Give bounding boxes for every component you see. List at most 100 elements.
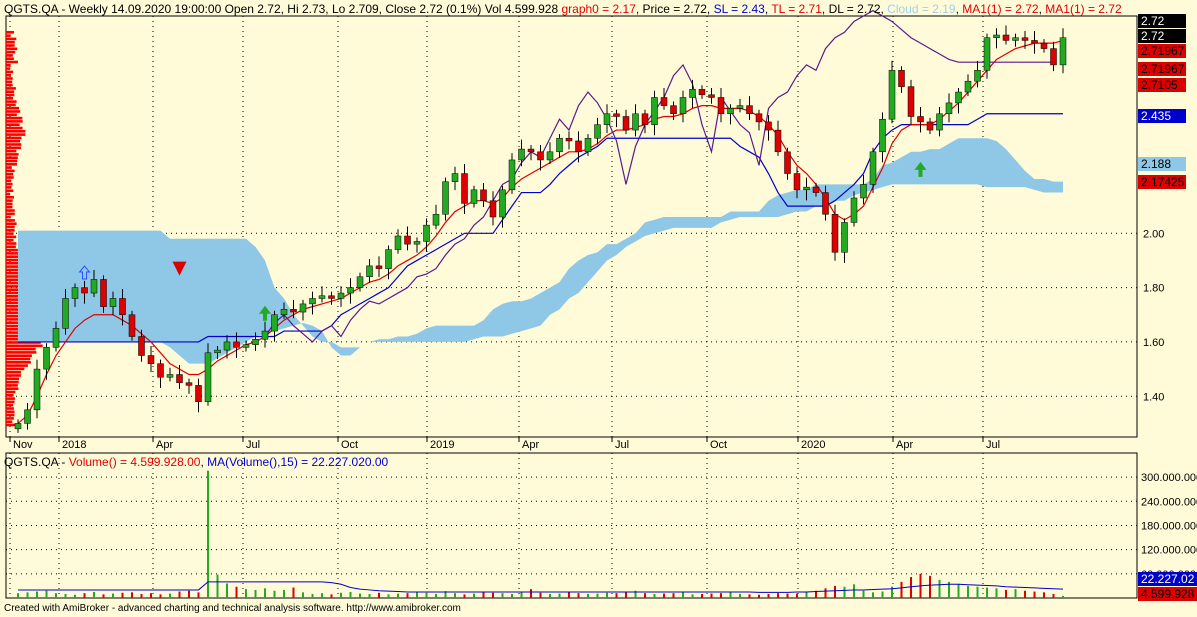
volume-ma-line — [18, 582, 1063, 592]
candle-body — [652, 97, 658, 124]
candle-body — [405, 236, 411, 244]
volume-profile-bar — [6, 140, 20, 143]
candle-body — [63, 298, 69, 328]
volume-profile-bar — [6, 394, 14, 397]
price-label: 2.72 — [1141, 29, 1165, 43]
volume-profile-bar — [6, 143, 21, 146]
candle-body — [728, 108, 734, 113]
candle-body — [205, 353, 211, 402]
candle-body — [576, 141, 582, 152]
volume-profile-bar — [6, 387, 18, 390]
x-tick-label: Apr — [522, 439, 539, 451]
price-label: 2.7105 — [1141, 78, 1178, 92]
header-item-8: MA1(1) = 2.72 — [962, 2, 1038, 16]
price-label: 2.71967 — [1141, 62, 1185, 76]
volume-profile-bar — [6, 196, 14, 199]
candle-body — [509, 160, 515, 190]
volume-profile-bar — [6, 54, 13, 57]
volume-profile-bar — [6, 67, 10, 70]
volume-profile-bar — [6, 107, 19, 110]
volume-profile-bar — [6, 249, 18, 252]
volume-profile-bar — [6, 203, 12, 206]
volume-label: 22.227.02 — [1141, 572, 1195, 586]
volume-chart-header: QGTS.QA - Volume() = 4.599.928.00, MA(Vo… — [4, 455, 388, 469]
candle-body — [661, 97, 667, 105]
symbol-info: QGTS.QA - Weekly 14.09.2020 19:00:00 Ope… — [4, 2, 561, 16]
candle-body — [291, 309, 297, 312]
volume-profile-bar — [6, 41, 15, 44]
volume-profile-bar — [6, 189, 13, 192]
candle-body — [234, 342, 240, 347]
header-item-10: MA1(1) = 2.72 — [1045, 2, 1121, 16]
volume-header-item-3: MA(Volume(),15) = 22.227.020.00 — [207, 455, 388, 469]
volume-profile-bar — [6, 84, 13, 87]
candle-body — [946, 103, 952, 114]
candle-body — [823, 193, 829, 215]
volume-profile-bar — [6, 411, 15, 414]
volume-profile-bar — [6, 117, 22, 120]
volume-profile-bar — [6, 381, 19, 384]
volume-tick-label: 300.000.000 — [1141, 472, 1197, 484]
volume-profile-bar — [6, 397, 15, 400]
header-item-4: TL = 2.71 — [771, 2, 822, 16]
candle-body — [918, 116, 924, 121]
x-tick-label: Jul — [986, 439, 1000, 451]
volume-profile-bar — [6, 378, 19, 381]
volume-profile-bar — [6, 147, 21, 150]
volume-profile-bar — [6, 57, 14, 60]
candle-body — [861, 184, 867, 198]
volume-profile-bar — [6, 219, 15, 222]
volume-profile-bar — [6, 156, 18, 159]
volume-profile-bar — [6, 407, 14, 410]
volume-profile-bar — [6, 100, 17, 103]
volume-profile-bar — [6, 368, 24, 371]
volume-profile-bar — [6, 371, 21, 374]
candle-body — [557, 138, 563, 152]
candle-body — [300, 304, 306, 312]
candle-body — [329, 296, 335, 299]
volume-profile-bar — [6, 417, 14, 420]
candle-body — [101, 279, 107, 306]
volume-profile-bar — [6, 34, 11, 37]
candle-body — [1041, 43, 1047, 48]
x-tick-label: Jul — [246, 439, 260, 451]
candle-body — [709, 95, 715, 98]
candle-body — [832, 214, 838, 252]
candle-body — [889, 70, 895, 119]
volume-profile-bar — [6, 354, 32, 357]
candle-body — [319, 296, 325, 299]
candle-body — [880, 119, 886, 152]
volume-label: 4.599.928 — [1141, 587, 1195, 601]
candle-body — [956, 92, 962, 103]
candle-body — [452, 174, 458, 182]
candle-body — [528, 149, 534, 152]
volume-profile-bar — [6, 173, 13, 176]
candle-body — [1032, 40, 1038, 43]
volume-profile-bar — [6, 127, 23, 130]
price-tick-label: 1.60 — [1143, 337, 1164, 349]
volume-profile-bar — [6, 216, 11, 219]
candle-body — [965, 81, 971, 92]
header-item-2: SL = 2.43 — [714, 2, 765, 16]
volume-profile-bar — [6, 71, 13, 74]
candle-body — [775, 130, 781, 152]
candle-body — [538, 152, 544, 160]
candle-body — [253, 339, 259, 344]
volume-profile-bar — [6, 97, 13, 100]
price-label: 2.188 — [1141, 157, 1171, 171]
candle-body — [44, 347, 50, 369]
volume-profile-bar — [6, 44, 15, 47]
volume-tick-label: 240.000.000 — [1141, 496, 1197, 508]
candle-body — [870, 152, 876, 185]
price-label: 2.72 — [1141, 14, 1165, 28]
candle-body — [243, 345, 249, 348]
candle-body — [395, 236, 401, 250]
volume-profile-bar — [6, 150, 16, 153]
candle-body — [367, 266, 373, 277]
candle-body — [82, 288, 88, 293]
candle-body — [604, 114, 610, 125]
volume-profile-bar — [6, 384, 18, 387]
volume-profile-bar — [6, 51, 15, 54]
candle-body — [357, 277, 363, 288]
